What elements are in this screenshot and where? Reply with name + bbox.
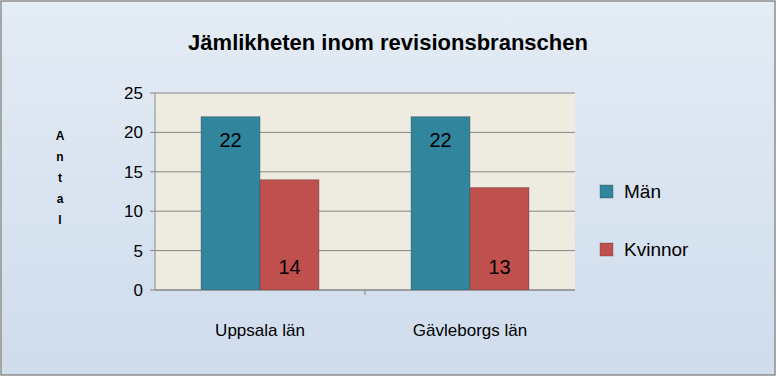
grid-line: [155, 93, 575, 94]
data-label: 14: [278, 256, 300, 278]
y-axis-label-char: A: [56, 129, 65, 143]
legend-label: Män: [624, 181, 661, 202]
x-tick: [365, 290, 366, 295]
legend-label: Kvinnor: [624, 239, 689, 260]
data-label: 22: [429, 129, 451, 151]
x-tick-label: Gävleborgs län: [413, 321, 527, 340]
bar: [470, 188, 529, 290]
y-tick-label: 15: [124, 163, 143, 182]
y-tick-label: 0: [134, 281, 143, 300]
y-tick: [150, 171, 155, 172]
y-axis-label-char: l: [58, 213, 61, 227]
y-tick: [150, 132, 155, 133]
plot-area: [155, 93, 575, 290]
bars-group: [201, 117, 529, 290]
legend-swatch: [600, 185, 613, 198]
y-tick: [150, 290, 155, 291]
chart-svg: Jämlikheten inom revisionsbranschen Antal…: [0, 0, 776, 376]
y-tick: [150, 211, 155, 212]
chart-container: Jämlikheten inom revisionsbranschen Antal…: [0, 0, 776, 376]
legend-swatch: [600, 243, 613, 256]
y-tick-label: 5: [134, 242, 143, 261]
y-tick: [150, 250, 155, 251]
y-tick-label: 10: [124, 202, 143, 221]
y-axis-label-char: a: [57, 192, 64, 206]
x-tick-label: Uppsala län: [215, 321, 305, 340]
y-tick-label: 20: [124, 123, 143, 142]
chart-title: Jämlikheten inom revisionsbranschen: [188, 30, 588, 55]
y-tick-label: 25: [124, 84, 143, 103]
bar: [260, 180, 319, 290]
bar: [411, 117, 470, 290]
data-label: 22: [219, 129, 241, 151]
bar: [201, 117, 260, 290]
data-label: 13: [488, 256, 510, 278]
y-axis-line: [155, 93, 156, 290]
y-axis-label: Antal: [56, 129, 65, 227]
y-axis-label-char: n: [56, 150, 63, 164]
y-tick: [150, 93, 155, 94]
y-axis-label-char: t: [58, 171, 62, 185]
chart-background: [1, 1, 775, 375]
